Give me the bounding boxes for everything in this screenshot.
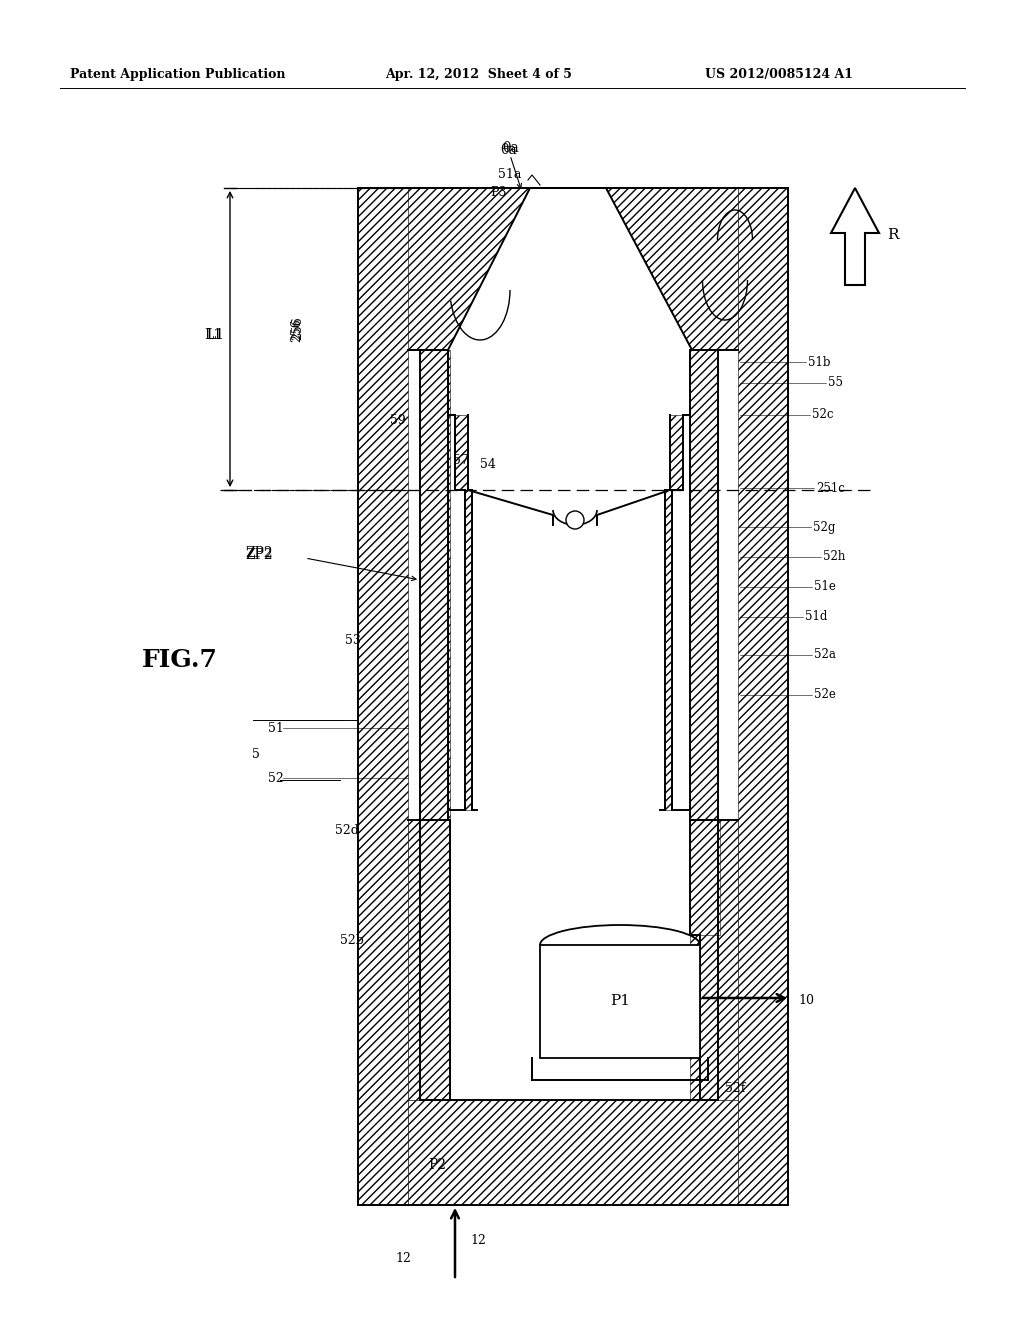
Text: 52g: 52g bbox=[813, 520, 836, 533]
Text: 12: 12 bbox=[470, 1233, 485, 1246]
Text: L1: L1 bbox=[204, 327, 222, 342]
Circle shape bbox=[566, 511, 584, 529]
Text: 10: 10 bbox=[798, 994, 814, 1006]
Text: 5: 5 bbox=[252, 748, 260, 762]
Polygon shape bbox=[665, 490, 672, 810]
Polygon shape bbox=[690, 820, 720, 935]
Text: 55: 55 bbox=[828, 376, 843, 389]
Text: Patent Application Publication: Patent Application Publication bbox=[70, 69, 286, 81]
Text: 51: 51 bbox=[268, 722, 284, 734]
Polygon shape bbox=[408, 820, 450, 1100]
Text: 54: 54 bbox=[480, 458, 496, 471]
Text: 52h: 52h bbox=[823, 550, 846, 564]
Text: Apr. 12, 2012  Sheet 4 of 5: Apr. 12, 2012 Sheet 4 of 5 bbox=[385, 69, 571, 81]
Polygon shape bbox=[690, 820, 738, 1100]
Polygon shape bbox=[408, 1100, 738, 1205]
Text: P3: P3 bbox=[490, 186, 507, 199]
Text: US 2012/0085124 A1: US 2012/0085124 A1 bbox=[705, 69, 853, 81]
Polygon shape bbox=[449, 350, 450, 820]
Text: 52c: 52c bbox=[812, 408, 834, 421]
Text: 256: 256 bbox=[292, 315, 304, 339]
Text: 52e: 52e bbox=[814, 689, 836, 701]
Polygon shape bbox=[465, 490, 472, 810]
Polygon shape bbox=[690, 350, 718, 820]
Text: ZP2: ZP2 bbox=[245, 546, 272, 560]
Text: 53: 53 bbox=[345, 634, 360, 647]
Text: 52b: 52b bbox=[340, 933, 364, 946]
Text: L1: L1 bbox=[206, 327, 224, 342]
Text: θa: θa bbox=[500, 143, 517, 157]
Text: 12: 12 bbox=[395, 1251, 411, 1265]
Polygon shape bbox=[831, 187, 879, 285]
Polygon shape bbox=[408, 187, 530, 350]
Text: 52d: 52d bbox=[335, 824, 358, 837]
Text: 51a: 51a bbox=[498, 169, 521, 181]
Polygon shape bbox=[670, 414, 683, 490]
Text: 51b: 51b bbox=[808, 355, 830, 368]
Polygon shape bbox=[606, 187, 738, 350]
Text: 59: 59 bbox=[390, 413, 406, 426]
Text: P1: P1 bbox=[610, 994, 630, 1008]
Text: FIG.7: FIG.7 bbox=[142, 648, 218, 672]
Bar bbox=[540, 945, 700, 1059]
Text: 251c: 251c bbox=[816, 482, 845, 495]
Text: 52f: 52f bbox=[725, 1081, 745, 1094]
Text: 51e: 51e bbox=[814, 581, 836, 594]
Text: 52: 52 bbox=[268, 771, 284, 784]
Text: 51d: 51d bbox=[805, 610, 827, 623]
Polygon shape bbox=[455, 414, 468, 490]
Text: P2: P2 bbox=[428, 1158, 446, 1172]
Text: 57: 57 bbox=[453, 454, 469, 466]
Polygon shape bbox=[420, 350, 449, 820]
Text: ZP2: ZP2 bbox=[245, 548, 272, 562]
Text: R: R bbox=[887, 228, 898, 242]
Polygon shape bbox=[738, 187, 788, 1205]
Text: 52a: 52a bbox=[814, 648, 836, 661]
Text: θa: θa bbox=[502, 141, 519, 154]
Text: 256: 256 bbox=[291, 318, 303, 342]
Polygon shape bbox=[358, 187, 408, 1205]
